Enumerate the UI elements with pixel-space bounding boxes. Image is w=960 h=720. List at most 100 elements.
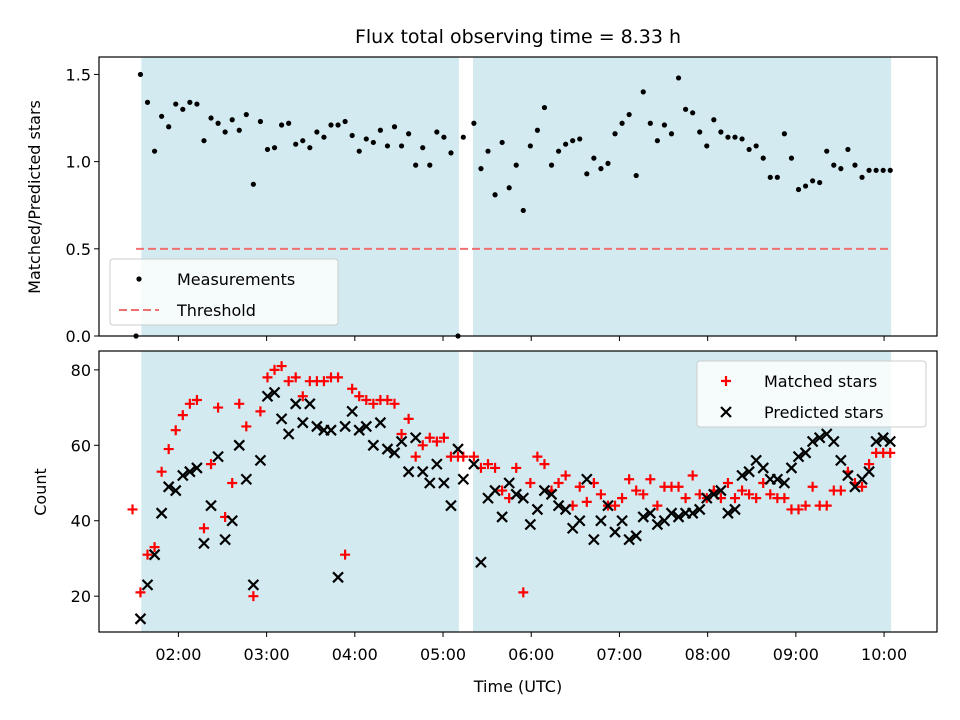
measurements-point [492,192,498,198]
measurements-point [661,122,668,128]
measurements-point [335,122,341,128]
measurements-point [781,131,787,137]
measurements-point [548,162,555,168]
measurements-point [584,171,590,177]
matched-stars-point [403,413,414,424]
matched-stars-point [765,489,776,500]
matched-stars-point [744,489,755,500]
matched-stars-point [631,485,642,496]
measurements-point [166,124,172,130]
y-tick-label: 80 [71,361,91,380]
measurements-point [746,146,752,153]
measurements-point [831,162,837,168]
measurements-point [591,155,597,161]
x-tick-label: 04:00 [332,645,378,664]
x-tick-label: 07:00 [596,645,642,664]
measurements-point [675,75,682,81]
measurements-point [194,101,200,107]
measurements-point [448,150,454,156]
predicted-stars-point [743,465,755,478]
predicted-stars-point [630,530,642,542]
y-tick-label: 1.5 [66,65,91,84]
measurements-point [739,136,745,142]
measurements-point [257,118,264,125]
predicted-stars-point [388,447,401,459]
matched-stars-point [276,361,287,372]
measurements-point [377,127,383,133]
matched-stars-point [652,500,663,511]
legend-box [696,360,927,428]
matched-stars-point [156,466,167,477]
predicted-stars-point [381,443,394,455]
predicted-stars-point [545,488,558,501]
matched-stars-point [283,376,294,387]
predicted-stars-point [609,526,621,538]
predicted-stars-point [296,416,309,429]
measurements-point [180,106,186,112]
predicted-stars-point [806,435,819,448]
predicted-stars-point [424,477,436,489]
predicted-stars-point [198,537,210,550]
matched-stars-point [490,462,501,473]
predicted-stars-point [134,613,147,625]
measurements-point [485,148,491,154]
matched-stars-point [857,481,868,492]
measurements-point [859,174,865,180]
measurements-point [845,146,851,153]
measurements-point [499,139,505,146]
predicted-stars-point [438,477,450,489]
predicted-stars-point [416,465,429,478]
predicted-stars-point [778,477,791,489]
matched-stars-point [638,489,649,500]
predicted-stars-point [275,413,288,425]
measurements-point [838,166,844,172]
matched-stars-point [438,432,449,443]
matched-stars-point [737,485,748,496]
matched-stars-point [198,523,209,534]
measurements-point [208,115,214,121]
predicted-stars-point [573,514,586,527]
predicted-stars-point [240,473,253,486]
matched-stars-point [518,587,529,598]
matched-stars-point [835,485,846,496]
measurements-point [413,162,419,168]
matched-stars-point [497,485,508,496]
predicted-stars-point [360,420,373,433]
panel-ratio: 0.0 0.5 1.0 1.5 Measurements Threshold [66,56,938,346]
matched-stars-point [431,436,442,447]
predicted-stars-point [559,503,572,516]
predicted-stars-point [813,431,826,444]
measurements-point [704,143,710,149]
predicted-stars-point [304,398,316,410]
predicted-stars-point [367,439,380,452]
predicted-stars-point [374,416,387,429]
predicted-stars-point [884,435,897,448]
matched-stars-point [333,372,344,383]
observing-window-2 [473,57,892,336]
measurements-point [598,166,604,172]
matched-stars-point [213,402,224,413]
measurements-point [187,99,193,105]
x-tick-label: 06:00 [508,645,554,664]
predicted-stars-point [715,484,727,497]
measurements-point [370,139,376,146]
matched-stars-point [227,478,238,489]
measurements-legend-swatch [136,276,142,282]
y-tick-label: 60 [71,436,91,455]
matched-stars-point [468,451,479,462]
matched-stars-point [184,398,195,409]
matched-stars-point [539,459,550,470]
measurements-point [810,178,816,184]
measurements-point [300,138,306,144]
predicted-stars-point [588,533,600,546]
measurements-point [328,122,334,128]
measurements-point [151,148,158,154]
measurements-point [434,129,440,135]
matched-stars-point [624,474,635,485]
measurements-point [391,124,398,130]
observing-window-1 [141,351,459,632]
predicted-stars-point [672,511,685,523]
measurements-point [802,183,809,189]
predicted-stars-point [431,458,443,470]
